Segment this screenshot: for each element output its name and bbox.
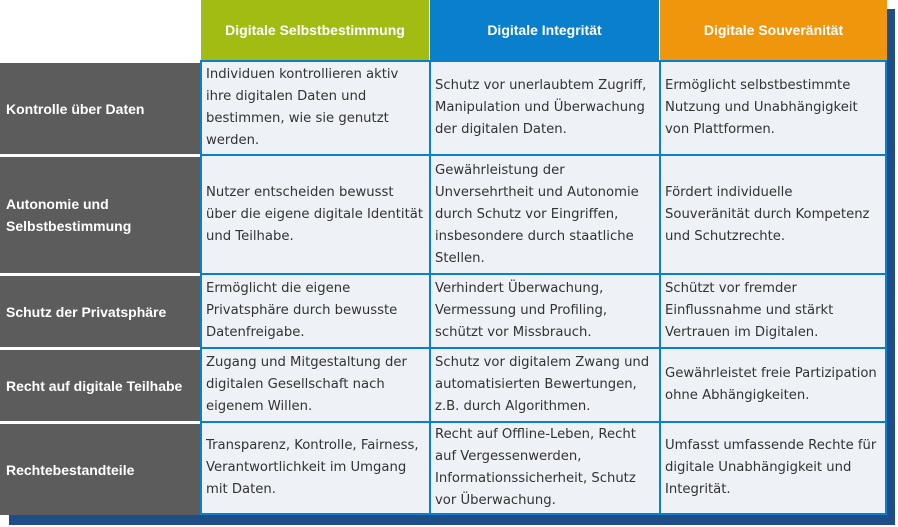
table-cell: Gewährleistung der Unversehrtheit und Au… xyxy=(429,154,659,273)
table-cell: Individuen kontrollieren aktiv ihre digi… xyxy=(200,60,429,154)
table-cell: Umfasst umfassende Rechte für digitale U… xyxy=(659,421,887,515)
table-cell: Zugang und Mitgestaltung der digitalen G… xyxy=(200,347,429,421)
table-cell: Nutzer entscheiden bewusst über die eige… xyxy=(200,154,429,273)
row-header-rechtebestandteile: Rechtebestandteile xyxy=(0,421,200,515)
row-header-teilhabe: Recht auf digitale Teilhabe xyxy=(0,347,200,421)
column-header-selbstbestimmung: Digitale Selbstbestimmung xyxy=(200,0,429,60)
row-header-autonomie: Autonomie und Selbstbestimmung xyxy=(0,154,200,273)
row-header-privatsphaere: Schutz der Privatsphäre xyxy=(0,273,200,347)
table-cell: Fördert individuelle Souveränität durch … xyxy=(659,154,887,273)
column-header-souveraenitaet: Digitale Souveränität xyxy=(659,0,887,60)
table-cell: Gewährleistet freie Partizipation ohne A… xyxy=(659,347,887,421)
table-cell: Schutz vor unerlaubtem Zugriff, Manipula… xyxy=(429,60,659,154)
table-cell: Schutz vor digitalem Zwang und automatis… xyxy=(429,347,659,421)
column-header-integritaet: Digitale Integrität xyxy=(429,0,659,60)
table-cell: Ermöglicht die eigene Privatsphäre durch… xyxy=(200,273,429,347)
comparison-table: Digitale Selbstbestimmung Digitale Integ… xyxy=(0,0,887,515)
row-header-kontrolle: Kontrolle über Daten xyxy=(0,60,200,154)
table-cell: Schützt vor fremder Einflussnahme und st… xyxy=(659,273,887,347)
table-cell: Transparenz, Kontrolle, Fairness, Verant… xyxy=(200,421,429,515)
table-cell: Recht auf Offline-Leben, Recht auf Verge… xyxy=(429,421,659,515)
table-corner xyxy=(0,0,200,60)
table-cell: Verhindert Überwachung, Vermessung und P… xyxy=(429,273,659,347)
table-cell: Ermöglicht selbstbestimmte Nutzung und U… xyxy=(659,60,887,154)
